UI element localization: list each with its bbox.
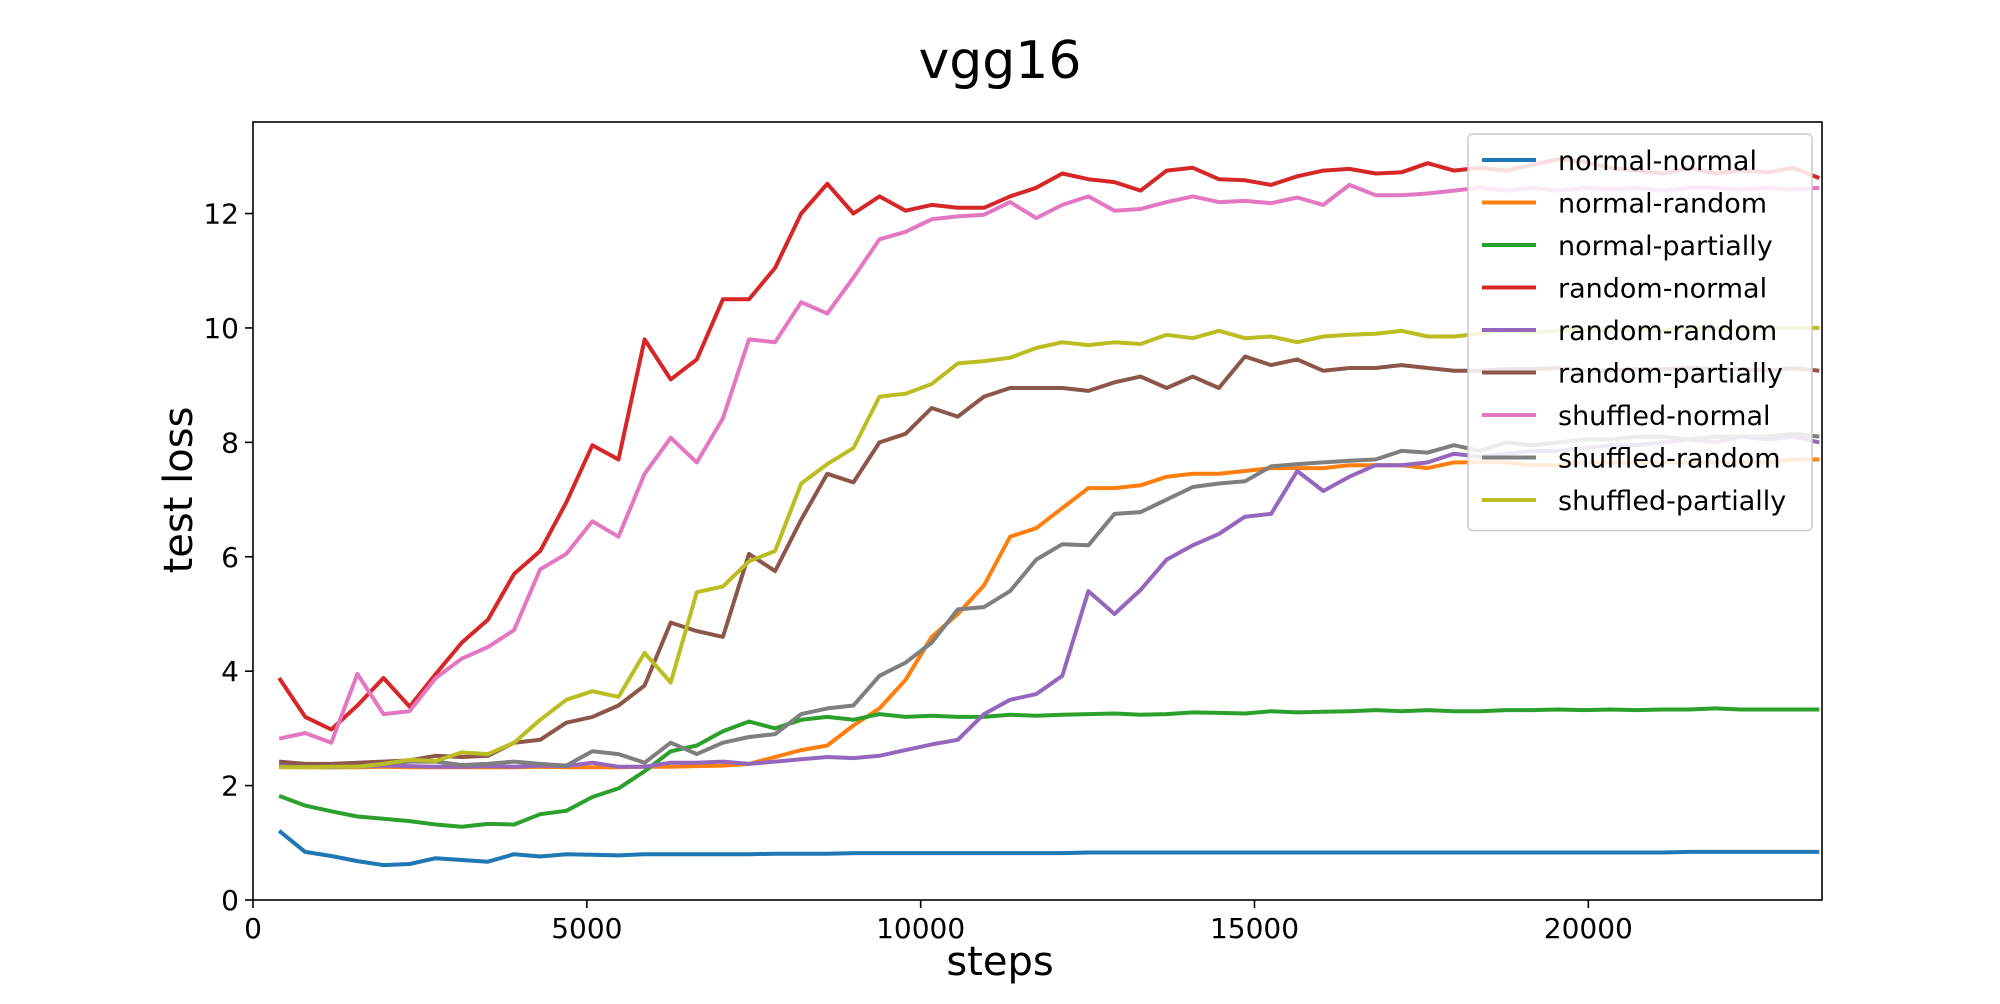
y-tick-label: 12 (203, 198, 239, 231)
x-tick-label: 20000 (1544, 912, 1633, 945)
y-tick-label: 6 (221, 541, 239, 574)
x-axis-label: steps (946, 939, 1053, 985)
x-tick-label: 15000 (1210, 912, 1299, 945)
y-tick-label: 4 (221, 655, 239, 688)
legend-label-normal-random: normal-random (1558, 189, 1767, 220)
legend-label-random-random: random-random (1558, 316, 1777, 347)
x-tick-label: 10000 (876, 912, 965, 945)
y-tick-label: 10 (203, 312, 239, 345)
legend-label-shuffled-partially: shuffled-partially (1558, 486, 1786, 517)
legend-label-shuffled-normal: shuffled-normal (1558, 401, 1771, 432)
legend: normal-normal normal-random normal-partial… (1467, 133, 1813, 532)
y-axis-label: test loss (156, 407, 202, 574)
series-line-normal-partially (278, 706, 1820, 829)
legend-label-random-partially: random-partially (1558, 359, 1783, 390)
chart-title: vgg16 (919, 31, 1082, 91)
legend-label-normal-partially: normal-partially (1558, 231, 1773, 262)
legend-label-random-normal: random-normal (1558, 274, 1767, 305)
y-tick-label: 2 (221, 770, 239, 803)
y-tick-label: 8 (221, 426, 239, 459)
x-tick-label: 5000 (551, 912, 622, 945)
legend-label-normal-normal: normal-normal (1558, 146, 1757, 177)
x-tick-label: 0 (244, 912, 262, 945)
legend-box (1467, 133, 1813, 532)
plot-frame (252, 121, 1823, 901)
plot-area (252, 121, 1823, 901)
y-axis-ticks: 0 2 4 6 8 10 12 (203, 198, 253, 917)
series-line-normal-normal (277, 829, 1820, 868)
x-axis-ticks: 0 5000 10000 15000 20000 (244, 900, 1633, 945)
y-tick-label: 0 (221, 884, 239, 917)
legend-label-shuffled-random: shuffled-random (1558, 444, 1781, 475)
